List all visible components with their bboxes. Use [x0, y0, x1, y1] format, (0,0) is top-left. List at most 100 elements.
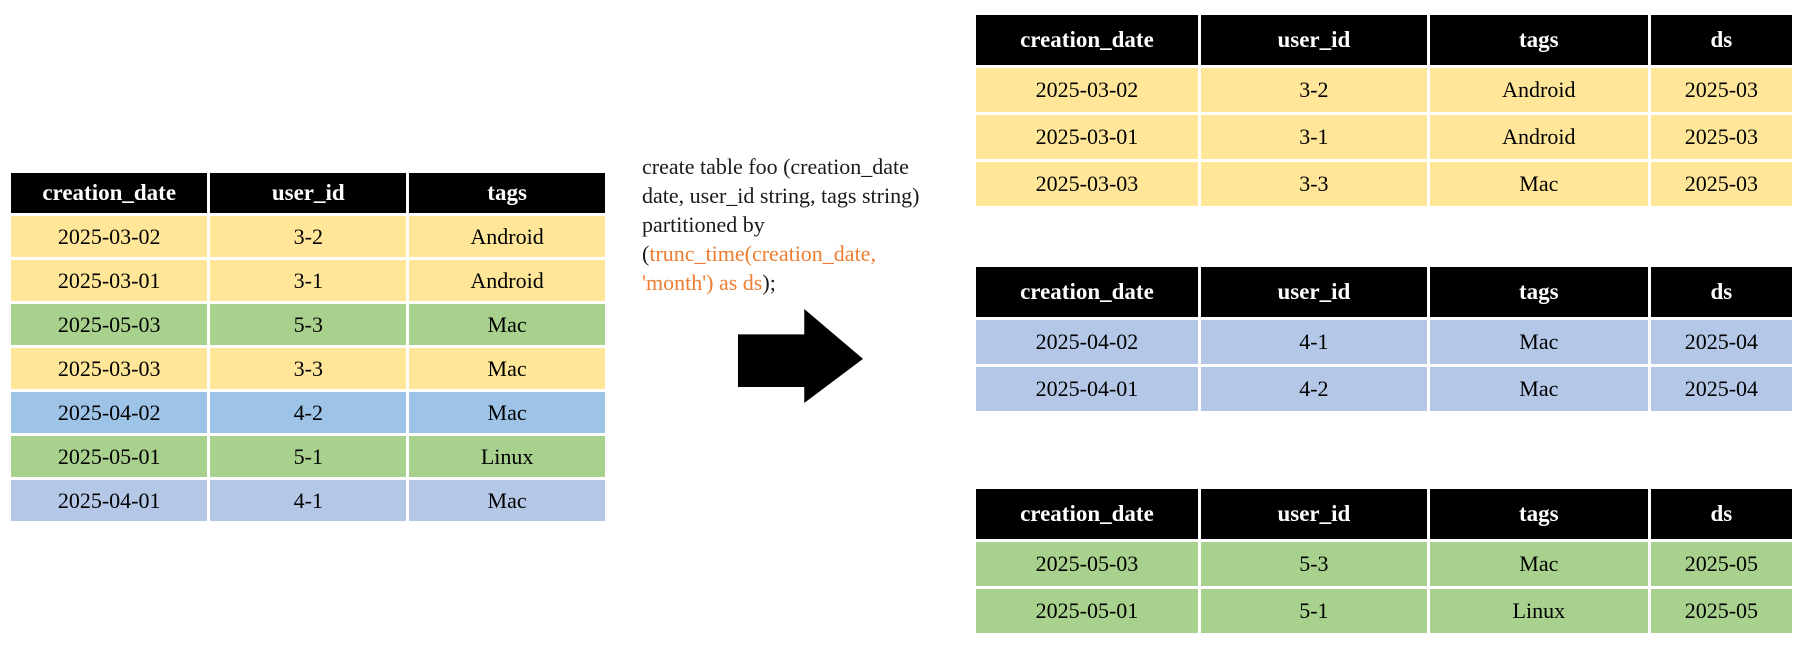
- column-header: user_id: [1200, 267, 1427, 317]
- table-cell: 5-1: [1200, 589, 1427, 633]
- table-cell: 5-1: [210, 436, 407, 477]
- column-header: tags: [409, 173, 605, 213]
- sql-text-segment: partitioned by: [642, 212, 765, 237]
- sql-text-segment: );: [762, 270, 776, 295]
- right-arrow-icon: [738, 309, 863, 403]
- table-cell: 2025-03-03: [11, 348, 208, 389]
- table-cell: 2025-04-01: [11, 480, 208, 521]
- table-cell: 3-1: [210, 260, 407, 301]
- table-cell: 4-2: [1200, 367, 1427, 411]
- column-header: ds: [1650, 489, 1792, 539]
- table-cell: 2025-03: [1650, 162, 1792, 206]
- table-row: 2025-03-02 3-2 Android: [11, 216, 605, 257]
- table-cell: Linux: [409, 436, 605, 477]
- table-cell: Mac: [409, 480, 605, 521]
- column-header: tags: [1429, 15, 1648, 65]
- table-cell: Mac: [409, 304, 605, 345]
- partition-table-2025-04: creation_date user_id tags ds 2025-04-02 4-1 M…: [973, 264, 1795, 414]
- table-cell: 4-1: [210, 480, 407, 521]
- column-header: user_id: [1200, 15, 1427, 65]
- column-header: tags: [1429, 489, 1648, 539]
- table-cell: Android: [409, 260, 605, 301]
- column-header: ds: [1650, 15, 1792, 65]
- table-row: 2025-04-02 4-1 Mac 2025-04: [976, 320, 1792, 364]
- table-row: 2025-05-03 5-3 Mac: [11, 304, 605, 345]
- table-cell: 2025-03: [1650, 68, 1792, 112]
- table-row: 2025-04-02 4-2 Mac: [11, 392, 605, 433]
- column-header: user_id: [210, 173, 407, 213]
- table-cell: 2025-03-01: [976, 115, 1198, 159]
- column-header: creation_date: [976, 15, 1198, 65]
- column-header: creation_date: [976, 267, 1198, 317]
- table-cell: Linux: [1429, 589, 1648, 633]
- table-cell: 2025-03-02: [11, 216, 208, 257]
- table-cell: 5-3: [210, 304, 407, 345]
- table-row: 2025-04-01 4-2 Mac 2025-04: [976, 367, 1792, 411]
- sql-text-segment: (: [642, 241, 650, 266]
- sql-text-segment: create table foo (creation_date: [642, 154, 909, 179]
- table-cell: 2025-05-03: [11, 304, 208, 345]
- table-cell: Mac: [1429, 542, 1648, 586]
- sql-line: create table foo (creation_date: [642, 152, 972, 181]
- sql-partition-expression: 'month') as ds: [642, 270, 763, 295]
- partition-table-2025-03: creation_date user_id tags ds 2025-03-02 3-2 A…: [973, 12, 1795, 209]
- table-cell: 3-1: [1200, 115, 1427, 159]
- header-row: creation_date user_id tags ds: [976, 267, 1792, 317]
- table-row: 2025-03-01 3-1 Android 2025-03: [976, 115, 1792, 159]
- table-cell: Mac: [1429, 162, 1648, 206]
- table-cell: Mac: [409, 392, 605, 433]
- table-cell: 3-2: [1200, 68, 1427, 112]
- table-cell: 2025-04: [1650, 320, 1792, 364]
- sql-line: (trunc_time(creation_date,: [642, 239, 972, 268]
- table-cell: 2025-04: [1650, 367, 1792, 411]
- partition-table-2025-05: creation_date user_id tags ds 2025-05-03 5-3 M…: [973, 486, 1795, 636]
- table-cell: 4-1: [1200, 320, 1427, 364]
- header-row: creation_date user_id tags: [11, 173, 605, 213]
- table-row: 2025-04-01 4-1 Mac: [11, 480, 605, 521]
- table-cell: 2025-03-03: [976, 162, 1198, 206]
- table-cell: Mac: [1429, 367, 1648, 411]
- table-cell: 2025-04-02: [976, 320, 1198, 364]
- table-row: 2025-03-03 3-3 Mac 2025-03: [976, 162, 1792, 206]
- header-row: creation_date user_id tags ds: [976, 15, 1792, 65]
- sql-line: partitioned by: [642, 210, 972, 239]
- table-cell: 5-3: [1200, 542, 1427, 586]
- table-cell: 2025-03-02: [976, 68, 1198, 112]
- header-row: creation_date user_id tags ds: [976, 489, 1792, 539]
- table-cell: Android: [1429, 68, 1648, 112]
- table-cell: Mac: [1429, 320, 1648, 364]
- table-cell: 2025-05: [1650, 542, 1792, 586]
- table-cell: 2025-05-03: [976, 542, 1198, 586]
- table-cell: 4-2: [210, 392, 407, 433]
- table-row: 2025-03-01 3-1 Android: [11, 260, 605, 301]
- table-row: 2025-03-03 3-3 Mac: [11, 348, 605, 389]
- table-cell: 2025-03-01: [11, 260, 208, 301]
- table-cell: 3-3: [210, 348, 407, 389]
- table-cell: 2025-05-01: [11, 436, 208, 477]
- source-table: creation_date user_id tags 2025-03-02 3-2 And…: [8, 170, 608, 524]
- table-cell: 2025-03: [1650, 115, 1792, 159]
- table-row: 2025-03-02 3-2 Android 2025-03: [976, 68, 1792, 112]
- column-header: user_id: [1200, 489, 1427, 539]
- sql-text-segment: date, user_id string, tags string): [642, 183, 920, 208]
- sql-line: 'month') as ds);: [642, 268, 972, 297]
- column-header: tags: [1429, 267, 1648, 317]
- table-cell: Android: [1429, 115, 1648, 159]
- sql-partition-expression: trunc_time(creation_date,: [649, 241, 876, 266]
- table-cell: 2025-05-01: [976, 589, 1198, 633]
- table-cell: Android: [409, 216, 605, 257]
- table-cell: 2025-04-01: [976, 367, 1198, 411]
- column-header: creation_date: [976, 489, 1198, 539]
- table-cell: 3-3: [1200, 162, 1427, 206]
- table-cell: 3-2: [210, 216, 407, 257]
- column-header: ds: [1650, 267, 1792, 317]
- table-row: 2025-05-03 5-3 Mac 2025-05: [976, 542, 1792, 586]
- sql-line: date, user_id string, tags string): [642, 181, 972, 210]
- table-cell: 2025-05: [1650, 589, 1792, 633]
- table-row: 2025-05-01 5-1 Linux 2025-05: [976, 589, 1792, 633]
- table-row: 2025-05-01 5-1 Linux: [11, 436, 605, 477]
- sql-statement: create table foo (creation_date date, use…: [642, 152, 972, 297]
- column-header: creation_date: [11, 173, 208, 213]
- table-cell: Mac: [409, 348, 605, 389]
